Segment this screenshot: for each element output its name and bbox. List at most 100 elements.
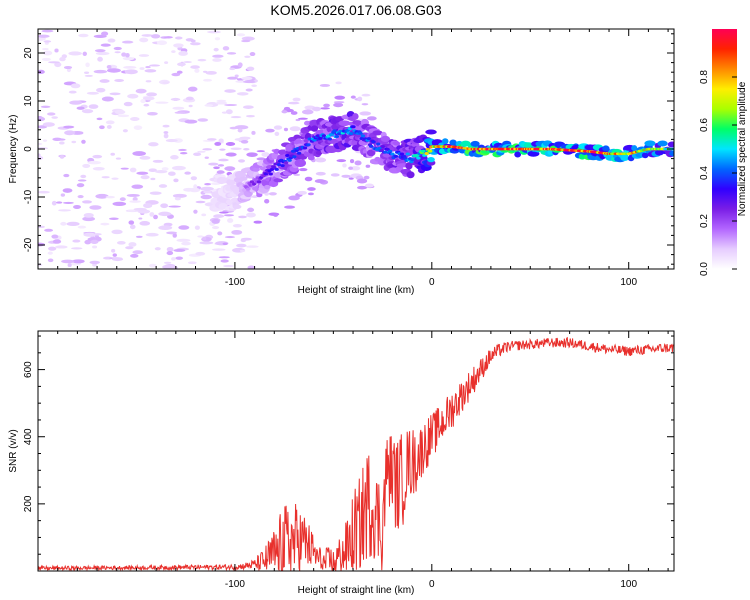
noise-blob [106,64,112,69]
ridge-core [268,172,273,176]
ridge-halo [233,204,242,210]
colorbar-tick-label: 0.6 [699,118,710,132]
noise-blob [195,251,206,256]
noise-blob [128,242,137,247]
snr-frame [37,330,675,572]
noise-blob [42,47,49,51]
noise-blob [357,185,368,190]
noise-blob [149,263,157,268]
noise-blob [127,209,136,212]
noise-blob [171,257,176,261]
noise-blob [247,265,256,269]
y-tick-label: 20 [23,47,34,59]
noise-blob [144,69,157,73]
noise-blob [219,148,226,151]
noise-blob [161,167,169,171]
noise-blob [82,216,95,222]
noise-blob [307,187,316,191]
noise-blob [51,234,59,239]
noise-blob [212,58,222,62]
ridge-halo [406,171,415,179]
ridge-core [428,149,433,153]
noise-blob [54,62,62,68]
noise-blob [150,177,156,181]
noise-blob [225,152,237,157]
noise-blob [220,259,229,263]
noise-blob [203,190,212,194]
colorbar: 0.0 0.2 0.4 0.6 0.8 Normalized spectral ampl… [699,29,748,276]
noise-blob [237,128,243,133]
ridge-core [351,125,356,129]
noise-blob [348,166,354,170]
noise-blob [97,56,103,62]
noise-blob [183,187,195,192]
noise-blob [148,142,159,147]
snr-xlabel: Height of straight line (km) [298,585,415,596]
colorbar-strip [712,29,737,269]
noise-blob [315,157,327,163]
noise-blob [140,175,150,180]
noise-blob [47,258,54,263]
ridge-core [269,168,275,172]
noise-blob [73,204,81,210]
noise-blob [59,57,66,62]
noise-blob [42,122,55,127]
ridge-core [348,132,354,136]
noise-blob [83,212,94,218]
noise-blob [290,111,298,115]
colorbar-tick-label: 0.2 [699,214,710,228]
noise-blob [188,104,193,108]
noise-blob [114,109,126,115]
noise-blob [138,217,143,220]
noise-blob [139,37,149,43]
noise-blob [284,205,296,209]
noise-blob [121,40,134,44]
noise-blob [94,49,106,53]
noise-blob [227,218,234,223]
noise-blob [149,191,162,195]
noise-blob [117,114,130,118]
noise-blob [47,112,56,116]
noise-blob [158,211,172,217]
noise-blob [51,200,57,206]
noise-blob [156,40,168,46]
ridge-core [315,134,321,138]
noise-blob [356,178,368,184]
noise-blob [176,238,191,242]
noise-blob [147,111,158,116]
noise-blob [342,163,347,168]
noise-blob [335,81,342,85]
noise-blob [172,233,177,238]
noise-blob [264,198,270,204]
noise-blob [190,42,201,46]
noise-blob [84,71,90,74]
ridge-halo [527,150,540,157]
ridge-halo [239,176,248,181]
noise-blob [62,125,75,129]
noise-blob [190,65,200,69]
ridge-core [358,131,363,135]
ridge-halo [310,125,318,132]
noise-blob [289,126,301,132]
noise-blob [101,96,114,102]
noise-blob [68,51,82,56]
noise-blob [261,152,270,157]
noise-blob [38,69,45,75]
noise-blob [68,90,77,94]
noise-blob [77,195,84,199]
noise-blob [151,34,161,39]
noise-blob [61,259,75,264]
noise-blob [199,241,214,245]
noise-blob [71,140,77,144]
ridge-core [416,156,421,160]
noise-blob [135,88,147,94]
ridge-halo [271,152,279,160]
ridge-halo [315,150,323,155]
ridge-halo [602,145,610,152]
noise-blob [158,225,173,231]
ridge-core [410,158,415,162]
noise-blob [47,251,53,255]
noise-blob [236,243,247,248]
